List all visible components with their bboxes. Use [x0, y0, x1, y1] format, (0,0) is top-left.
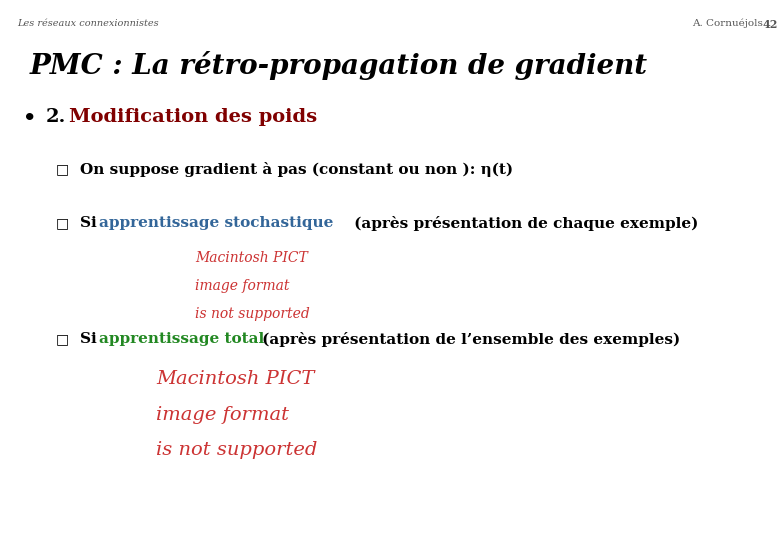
Text: (après présentation de l’ensemble des exemples): (après présentation de l’ensemble des ex…	[257, 332, 681, 347]
Text: A. Cornuéjols: A. Cornuéjols	[692, 19, 763, 29]
Text: □: □	[56, 162, 69, 176]
Text: image format: image format	[156, 406, 289, 423]
Text: •: •	[23, 108, 37, 128]
Text: PMC : La rétro-propagation de gradient: PMC : La rétro-propagation de gradient	[30, 51, 647, 80]
Text: apprentissage stochastique: apprentissage stochastique	[99, 216, 333, 230]
Text: is not supported: is not supported	[195, 307, 310, 321]
Text: image format: image format	[195, 279, 289, 293]
Text: apprentissage total: apprentissage total	[99, 332, 264, 346]
Text: Si: Si	[80, 332, 102, 346]
Text: is not supported: is not supported	[156, 441, 317, 459]
Text: 42: 42	[762, 19, 778, 30]
Text: Modification des poids: Modification des poids	[69, 108, 317, 126]
Text: □: □	[56, 332, 69, 346]
Text: (après présentation de chaque exemple): (après présentation de chaque exemple)	[349, 216, 698, 231]
Text: Si: Si	[80, 216, 102, 230]
Text: Macintosh PICT: Macintosh PICT	[156, 370, 314, 388]
Text: Macintosh PICT: Macintosh PICT	[195, 251, 308, 265]
Text: □: □	[56, 216, 69, 230]
Text: On suppose gradient à pas (constant ou non ): η(t): On suppose gradient à pas (constant ou n…	[80, 162, 513, 177]
Text: 2.: 2.	[45, 108, 66, 126]
Text: Les réseaux connexionnistes: Les réseaux connexionnistes	[17, 19, 159, 28]
